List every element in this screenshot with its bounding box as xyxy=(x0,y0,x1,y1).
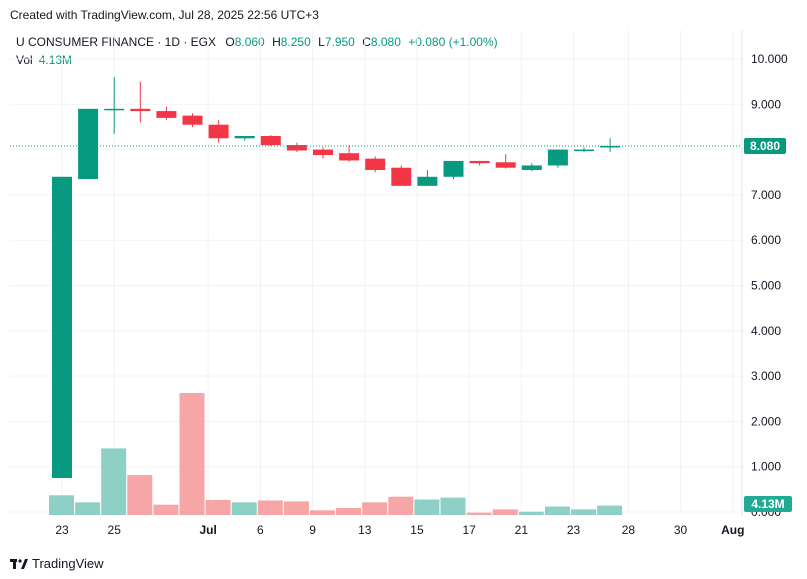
candle-body xyxy=(417,176,438,186)
candle-body xyxy=(443,160,464,177)
volume-bar xyxy=(153,504,179,515)
volume-bar xyxy=(466,512,492,515)
price-tick-label: 6.000 xyxy=(751,233,781,247)
tradingview-brand: TradingView xyxy=(32,556,104,571)
volume-bar xyxy=(597,505,623,515)
candle-body xyxy=(574,149,594,152)
volume-bar xyxy=(310,510,335,515)
candle-body xyxy=(52,176,72,479)
time-tick-label: 25 xyxy=(108,523,122,537)
volume-bar xyxy=(101,448,127,515)
candle-body xyxy=(365,158,386,170)
candle-body xyxy=(391,167,412,186)
high-value: 8.250 xyxy=(280,35,311,49)
last-price-badge xyxy=(744,137,786,154)
volume-bar xyxy=(231,502,257,515)
volume-value: 4.13M xyxy=(38,53,73,67)
candle-body xyxy=(260,136,281,146)
volume-bar xyxy=(414,499,440,515)
price-tick-label: 2.000 xyxy=(751,414,781,428)
candle-body xyxy=(130,108,151,112)
price-tick-label: 1.000 xyxy=(751,460,781,474)
candle-body xyxy=(600,145,621,148)
volume-bar xyxy=(75,502,101,515)
volume-bar xyxy=(492,509,518,515)
volume-label[interactable]: Vol xyxy=(16,53,33,67)
candle-body xyxy=(469,160,490,164)
candle-body xyxy=(313,149,333,156)
time-tick-label: Jul xyxy=(199,523,216,537)
time-tick-label: 28 xyxy=(622,523,636,537)
candle-body xyxy=(104,108,125,111)
candle-body xyxy=(208,124,229,139)
candle-body xyxy=(78,108,99,180)
volume-badge xyxy=(744,496,792,512)
candle-body xyxy=(521,165,542,170)
time-tick-label: 13 xyxy=(358,523,372,537)
price-tick-label: 3.000 xyxy=(751,369,781,383)
time-tick-label: 30 xyxy=(674,523,688,537)
open-label: O xyxy=(225,35,235,49)
high-label: H xyxy=(272,35,281,49)
volume-bar xyxy=(518,511,544,515)
tradingview-footer: TradingView xyxy=(10,556,104,571)
candle-body xyxy=(182,115,203,125)
time-tick-label: 6 xyxy=(257,523,264,537)
volume-badge-label: 4.13M xyxy=(751,497,784,511)
price-tick-label: 7.000 xyxy=(751,188,781,202)
volume-bar xyxy=(283,501,309,515)
close-label: C xyxy=(362,35,371,49)
time-tick-label: Aug xyxy=(721,523,744,537)
close-value: 8.080 xyxy=(370,35,401,49)
volume-bar xyxy=(49,495,74,515)
volume-bar xyxy=(571,509,596,515)
open-value: 8.060 xyxy=(234,35,265,49)
price-tick-label: 4.000 xyxy=(751,324,781,338)
price-tick-label: 9.000 xyxy=(751,97,781,111)
candle-body xyxy=(156,111,177,118)
volume-bar xyxy=(336,507,362,515)
volume-bar xyxy=(544,506,570,515)
price-tick-label: 5.000 xyxy=(751,279,781,293)
time-tick-label: 15 xyxy=(410,523,424,537)
last-price-label: 8.080 xyxy=(750,139,780,153)
time-tick-label: 23 xyxy=(567,523,581,537)
time-tick-label: 17 xyxy=(462,523,476,537)
time-tick-label: 23 xyxy=(55,523,69,537)
candle-body xyxy=(286,145,307,151)
volume-bar xyxy=(127,475,153,515)
candle-body xyxy=(547,149,568,166)
volume-bar xyxy=(388,496,414,515)
volume-bar xyxy=(205,499,231,515)
created-with-text: Created with TradingView.com, Jul 28, 20… xyxy=(10,8,319,22)
low-label: L xyxy=(318,35,325,49)
volume-bar xyxy=(179,393,205,515)
candle-body xyxy=(495,162,516,168)
symbol-name[interactable]: U CONSUMER FINANCE · 1D · EGX xyxy=(16,35,217,49)
volume-bar xyxy=(362,502,388,515)
low-value: 7.950 xyxy=(324,35,355,49)
tradingview-logo-icon xyxy=(10,558,28,569)
candle-body xyxy=(234,136,255,139)
time-tick-label: 21 xyxy=(515,523,529,537)
volume-bar xyxy=(440,497,466,515)
candle-body xyxy=(339,153,360,161)
volume-bar xyxy=(257,500,283,515)
price-tick-label: 10.000 xyxy=(751,52,788,66)
volume-legend: Vol 4.13M xyxy=(16,53,72,67)
change-value: +0.080 (+1.00%) xyxy=(408,35,498,49)
time-tick-label: 9 xyxy=(309,523,316,537)
symbol-legend: U CONSUMER FINANCE · 1D · EGX O8.060 H8.… xyxy=(16,35,498,49)
